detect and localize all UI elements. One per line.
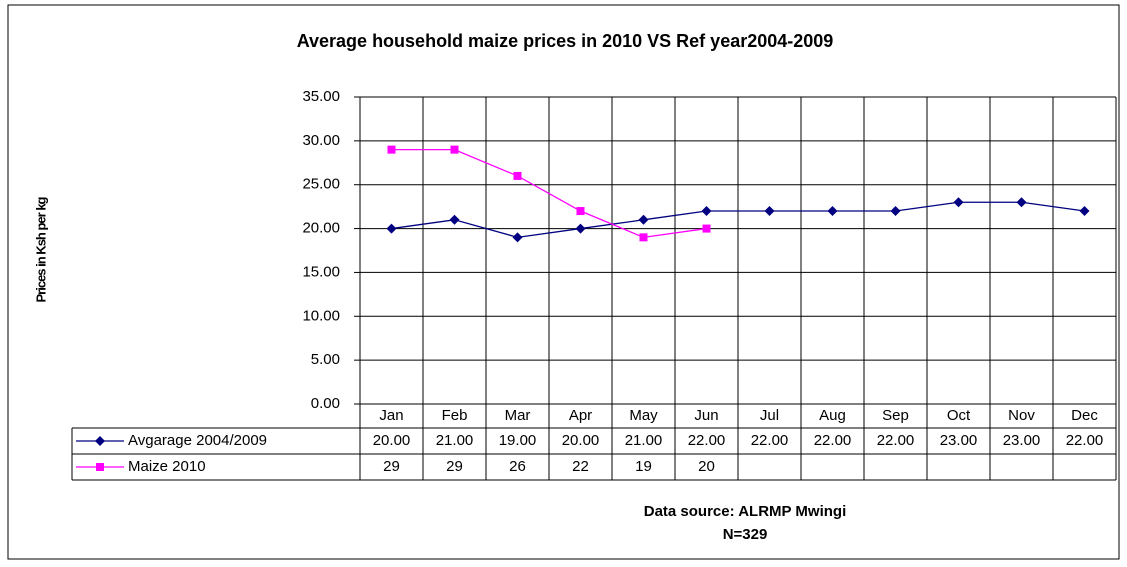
y-tick-label: 25.00	[302, 176, 340, 193]
data-point	[764, 206, 775, 217]
data-point	[575, 223, 586, 234]
data-point	[387, 145, 396, 154]
data-point	[450, 145, 459, 154]
x-tick-label: Sep	[882, 407, 909, 424]
table-value: 21.00	[436, 432, 474, 449]
table-value: 20.00	[562, 432, 600, 449]
table-value: 21.00	[625, 432, 663, 449]
table-value: 29	[383, 458, 400, 475]
table-value: 22.00	[1066, 432, 1104, 449]
x-tick-label: Jan	[379, 407, 403, 424]
data-point	[449, 214, 460, 225]
legend-label: Avgarage 2004/2009	[128, 432, 267, 449]
data-point	[386, 223, 397, 234]
table-value: 20.00	[373, 432, 411, 449]
y-tick-label: 15.00	[302, 263, 340, 280]
x-tick-label: May	[629, 407, 658, 424]
table-value: 22.00	[877, 432, 915, 449]
data-point	[701, 206, 712, 217]
data-point	[512, 232, 523, 243]
x-tick-label: Oct	[947, 407, 971, 424]
table-value: 29	[446, 458, 463, 475]
data-point	[827, 206, 838, 217]
y-tick-label: 20.00	[302, 220, 340, 237]
data-point	[638, 214, 649, 225]
data-point	[702, 224, 711, 233]
legend-marker	[95, 436, 105, 446]
table-value: 23.00	[940, 432, 978, 449]
y-tick-label: 35.00	[302, 88, 340, 105]
x-tick-label: Jul	[760, 407, 779, 424]
table-value: 19.00	[499, 432, 537, 449]
legend-label: Maize 2010	[128, 458, 206, 475]
y-tick-label: 10.00	[302, 307, 340, 324]
x-tick-label: Nov	[1008, 407, 1035, 424]
y-tick-label: 5.00	[311, 351, 340, 368]
series-line	[391, 201, 1085, 239]
chart-border	[7, 4, 1120, 560]
x-tick-label: Feb	[442, 407, 468, 424]
x-tick-label: Apr	[569, 407, 592, 424]
legend-marker	[96, 463, 104, 471]
annotation: N=329	[723, 526, 768, 543]
table-value: 22.00	[814, 432, 852, 449]
table-value: 22	[572, 458, 589, 475]
x-tick-label: Jun	[694, 407, 718, 424]
table-value: 20	[698, 458, 715, 475]
table-value: 22.00	[688, 432, 726, 449]
data-point	[639, 233, 648, 242]
table-value: 26	[509, 458, 526, 475]
table-value: 19	[635, 458, 652, 475]
x-tick-label: Mar	[505, 407, 531, 424]
y-axis-label: Prices in Ksh per kg	[33, 196, 48, 302]
table-value: 23.00	[1003, 432, 1041, 449]
y-tick-label: 0.00	[311, 395, 340, 412]
chart-title: Average household maize prices in 2010 V…	[297, 31, 834, 51]
data-point	[890, 206, 901, 217]
annotation: Data source: ALRMP Mwingi	[644, 503, 847, 520]
data-point	[1079, 206, 1090, 217]
y-tick-label: 30.00	[302, 132, 340, 149]
data-point	[1016, 197, 1027, 208]
table-value: 22.00	[751, 432, 789, 449]
data-point	[513, 171, 522, 180]
data-point	[576, 207, 585, 216]
x-tick-label: Dec	[1071, 407, 1098, 424]
x-tick-label: Aug	[819, 407, 846, 424]
data-point	[953, 197, 964, 208]
series-line	[391, 148, 707, 239]
